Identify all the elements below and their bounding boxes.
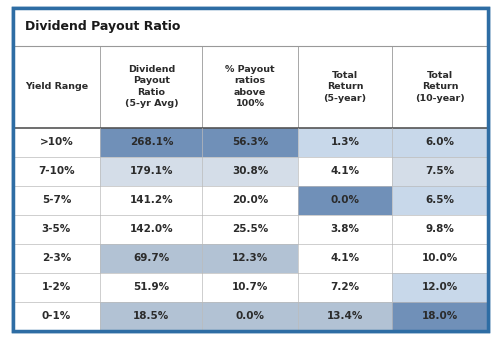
Bar xyxy=(298,185,392,215)
Text: 9.8%: 9.8% xyxy=(426,224,454,234)
Bar xyxy=(202,215,298,243)
Bar xyxy=(298,128,392,157)
Text: 0.0%: 0.0% xyxy=(330,195,360,205)
Text: Yield Range: Yield Range xyxy=(25,82,88,91)
Text: 4.1%: 4.1% xyxy=(330,166,360,176)
Text: 2-3%: 2-3% xyxy=(42,253,71,263)
Text: >10%: >10% xyxy=(40,137,74,147)
Text: 142.0%: 142.0% xyxy=(130,224,174,234)
Text: 0.0%: 0.0% xyxy=(236,311,264,321)
Text: 12.3%: 12.3% xyxy=(232,253,268,263)
Text: 3-5%: 3-5% xyxy=(42,224,71,234)
Bar xyxy=(12,185,101,215)
Text: % Payout
ratios
above
100%: % Payout ratios above 100% xyxy=(225,65,275,108)
Bar xyxy=(392,128,488,157)
Bar xyxy=(202,157,298,186)
Text: 6.0%: 6.0% xyxy=(426,137,454,147)
Bar xyxy=(392,157,488,186)
Bar xyxy=(100,243,202,273)
Text: Total
Return
(10-year): Total Return (10-year) xyxy=(415,71,465,102)
Bar xyxy=(202,185,298,215)
Bar xyxy=(100,215,202,243)
Text: 1.3%: 1.3% xyxy=(330,137,360,147)
Text: Dividend Payout Ratio: Dividend Payout Ratio xyxy=(25,20,180,34)
Bar xyxy=(202,128,298,157)
Text: 51.9%: 51.9% xyxy=(134,282,170,292)
Text: 56.3%: 56.3% xyxy=(232,137,268,147)
Bar xyxy=(12,8,488,45)
Bar xyxy=(100,273,202,301)
Text: 1-2%: 1-2% xyxy=(42,282,71,292)
Text: 18.0%: 18.0% xyxy=(422,311,458,321)
Bar xyxy=(392,215,488,243)
Text: 12.0%: 12.0% xyxy=(422,282,458,292)
Text: 10.7%: 10.7% xyxy=(232,282,268,292)
Bar xyxy=(202,302,298,331)
Bar xyxy=(12,157,101,186)
Bar xyxy=(392,302,488,331)
Text: 18.5%: 18.5% xyxy=(134,311,170,321)
Bar xyxy=(392,243,488,273)
Text: 6.5%: 6.5% xyxy=(426,195,454,205)
Bar xyxy=(202,273,298,301)
Text: 25.5%: 25.5% xyxy=(232,224,268,234)
Bar xyxy=(12,243,101,273)
Text: 179.1%: 179.1% xyxy=(130,166,173,176)
Text: 268.1%: 268.1% xyxy=(130,137,173,147)
Bar xyxy=(12,45,488,127)
Bar xyxy=(298,302,392,331)
Bar xyxy=(202,243,298,273)
Text: 69.7%: 69.7% xyxy=(134,253,170,263)
Text: 4.1%: 4.1% xyxy=(330,253,360,263)
Text: 5-7%: 5-7% xyxy=(42,195,71,205)
Bar xyxy=(12,128,101,157)
Bar xyxy=(298,157,392,186)
Text: 30.8%: 30.8% xyxy=(232,166,268,176)
Text: 7.5%: 7.5% xyxy=(426,166,454,176)
Text: 7-10%: 7-10% xyxy=(38,166,75,176)
Bar xyxy=(100,128,202,157)
Text: 10.0%: 10.0% xyxy=(422,253,458,263)
Bar xyxy=(392,273,488,301)
Text: 3.8%: 3.8% xyxy=(330,224,360,234)
Bar xyxy=(298,273,392,301)
Bar xyxy=(298,243,392,273)
Text: 0-1%: 0-1% xyxy=(42,311,71,321)
Bar xyxy=(392,185,488,215)
Bar xyxy=(100,185,202,215)
Text: 13.4%: 13.4% xyxy=(327,311,363,321)
Text: Total
Return
(5-year): Total Return (5-year) xyxy=(324,71,366,102)
Bar xyxy=(12,273,101,301)
Text: 7.2%: 7.2% xyxy=(330,282,360,292)
Bar xyxy=(298,215,392,243)
Text: 20.0%: 20.0% xyxy=(232,195,268,205)
Bar xyxy=(12,215,101,243)
Text: Dividend
Payout
Ratio
(5-yr Avg): Dividend Payout Ratio (5-yr Avg) xyxy=(124,65,178,108)
Bar xyxy=(100,157,202,186)
Text: 141.2%: 141.2% xyxy=(130,195,174,205)
Bar xyxy=(100,302,202,331)
Bar xyxy=(12,302,101,331)
